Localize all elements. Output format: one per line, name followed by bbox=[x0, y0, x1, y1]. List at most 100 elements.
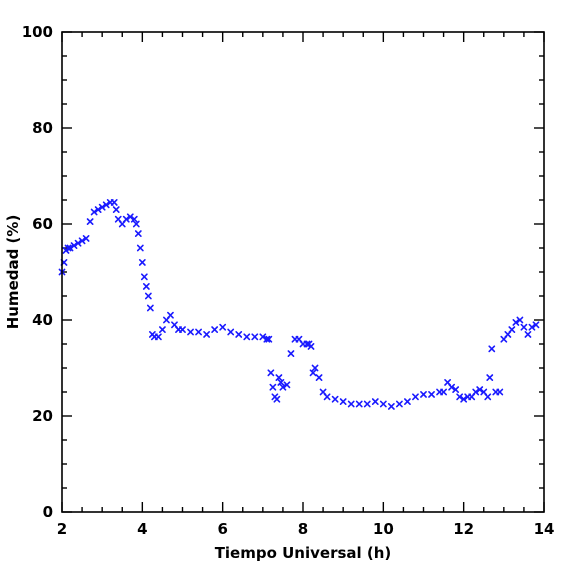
data-point bbox=[516, 316, 524, 324]
data-point bbox=[122, 215, 130, 223]
data-point bbox=[94, 206, 102, 213]
data-point bbox=[142, 282, 150, 290]
y-tick-label: 0 bbox=[43, 503, 53, 521]
tick-labels: 2 4 6 8 10 12 14 0 20 40 60 80 100 bbox=[22, 23, 555, 538]
data-point bbox=[488, 345, 496, 353]
data-point bbox=[235, 330, 243, 338]
data-point bbox=[90, 208, 98, 216]
data-point bbox=[331, 395, 339, 403]
data-point bbox=[144, 292, 152, 300]
data-point bbox=[363, 400, 371, 408]
data-point bbox=[86, 218, 94, 225]
data-point bbox=[484, 393, 492, 401]
data-point bbox=[452, 386, 460, 394]
data-point bbox=[532, 321, 540, 329]
x-tick-label: 4 bbox=[137, 520, 147, 538]
data-point bbox=[520, 323, 528, 331]
y-axis-label: Humedad (%) bbox=[4, 215, 22, 330]
data-point bbox=[179, 326, 186, 334]
data-point bbox=[387, 402, 395, 410]
data-point bbox=[211, 326, 219, 334]
data-point bbox=[355, 400, 363, 408]
data-point bbox=[428, 390, 435, 398]
data-point bbox=[82, 235, 90, 242]
data-point bbox=[395, 400, 403, 408]
data-point bbox=[307, 342, 315, 350]
data-point bbox=[528, 323, 536, 331]
data-point bbox=[66, 244, 74, 252]
data-point bbox=[371, 398, 379, 406]
data-point bbox=[140, 273, 148, 281]
y-tick-label: 60 bbox=[32, 215, 53, 233]
data-point bbox=[265, 335, 273, 343]
data-point bbox=[311, 364, 319, 372]
data-point bbox=[275, 374, 283, 382]
data-point bbox=[219, 323, 227, 331]
x-tick-label: 12 bbox=[453, 520, 474, 538]
data-point bbox=[448, 383, 456, 391]
data-point bbox=[74, 239, 82, 247]
x-axis-label: Tiempo Universal (h) bbox=[215, 544, 392, 562]
data-point bbox=[146, 304, 154, 312]
x-tick-label: 10 bbox=[373, 520, 394, 538]
data-point bbox=[203, 330, 210, 338]
x-tick-label: 2 bbox=[57, 520, 67, 538]
data-point bbox=[379, 400, 387, 408]
data-point bbox=[339, 398, 347, 406]
data-point bbox=[259, 333, 267, 341]
data-point bbox=[155, 333, 162, 341]
data-point bbox=[130, 215, 138, 223]
data-point bbox=[195, 328, 202, 336]
data-point bbox=[420, 390, 427, 398]
data-point bbox=[460, 395, 468, 403]
data-point bbox=[303, 340, 311, 348]
data-point bbox=[110, 199, 118, 206]
data-point bbox=[269, 383, 277, 391]
data-point bbox=[159, 326, 166, 334]
y-tick-label: 80 bbox=[32, 119, 53, 137]
data-point bbox=[167, 311, 174, 319]
data-point bbox=[508, 326, 516, 334]
data-point bbox=[309, 369, 317, 377]
data-point bbox=[134, 230, 142, 237]
data-point bbox=[486, 374, 494, 382]
data-point bbox=[102, 201, 110, 209]
data-point bbox=[323, 393, 331, 401]
data-point bbox=[112, 206, 120, 213]
data-point bbox=[227, 328, 235, 336]
data-point bbox=[136, 244, 144, 252]
data-point bbox=[126, 213, 134, 221]
data-point bbox=[267, 369, 275, 377]
data-point bbox=[70, 242, 78, 249]
data-point bbox=[138, 258, 146, 266]
data-point bbox=[512, 318, 520, 326]
y-tick-label: 100 bbox=[22, 23, 53, 41]
data-point bbox=[440, 388, 447, 396]
data-point bbox=[187, 328, 194, 336]
data-point bbox=[132, 220, 140, 228]
data-point bbox=[315, 374, 323, 382]
data-point bbox=[279, 383, 287, 391]
data-point bbox=[243, 333, 251, 341]
data-point bbox=[263, 335, 271, 343]
data-point bbox=[347, 400, 355, 408]
data-point bbox=[456, 393, 464, 401]
x-tick-label: 14 bbox=[534, 520, 555, 538]
x-tick-label: 8 bbox=[298, 520, 308, 538]
data-point bbox=[524, 330, 532, 338]
data-point bbox=[496, 388, 504, 396]
x-tick-label: 6 bbox=[217, 520, 227, 538]
data-point bbox=[412, 393, 419, 401]
data-point bbox=[78, 237, 86, 245]
plot-frame bbox=[61, 31, 545, 513]
data-point bbox=[476, 386, 484, 394]
data-points bbox=[58, 199, 540, 410]
data-point bbox=[277, 378, 285, 386]
data-point bbox=[98, 203, 106, 211]
data-point bbox=[472, 388, 480, 396]
data-point bbox=[251, 333, 259, 341]
data-point bbox=[404, 398, 411, 406]
y-tick-label: 40 bbox=[32, 311, 53, 329]
data-point bbox=[273, 395, 281, 403]
